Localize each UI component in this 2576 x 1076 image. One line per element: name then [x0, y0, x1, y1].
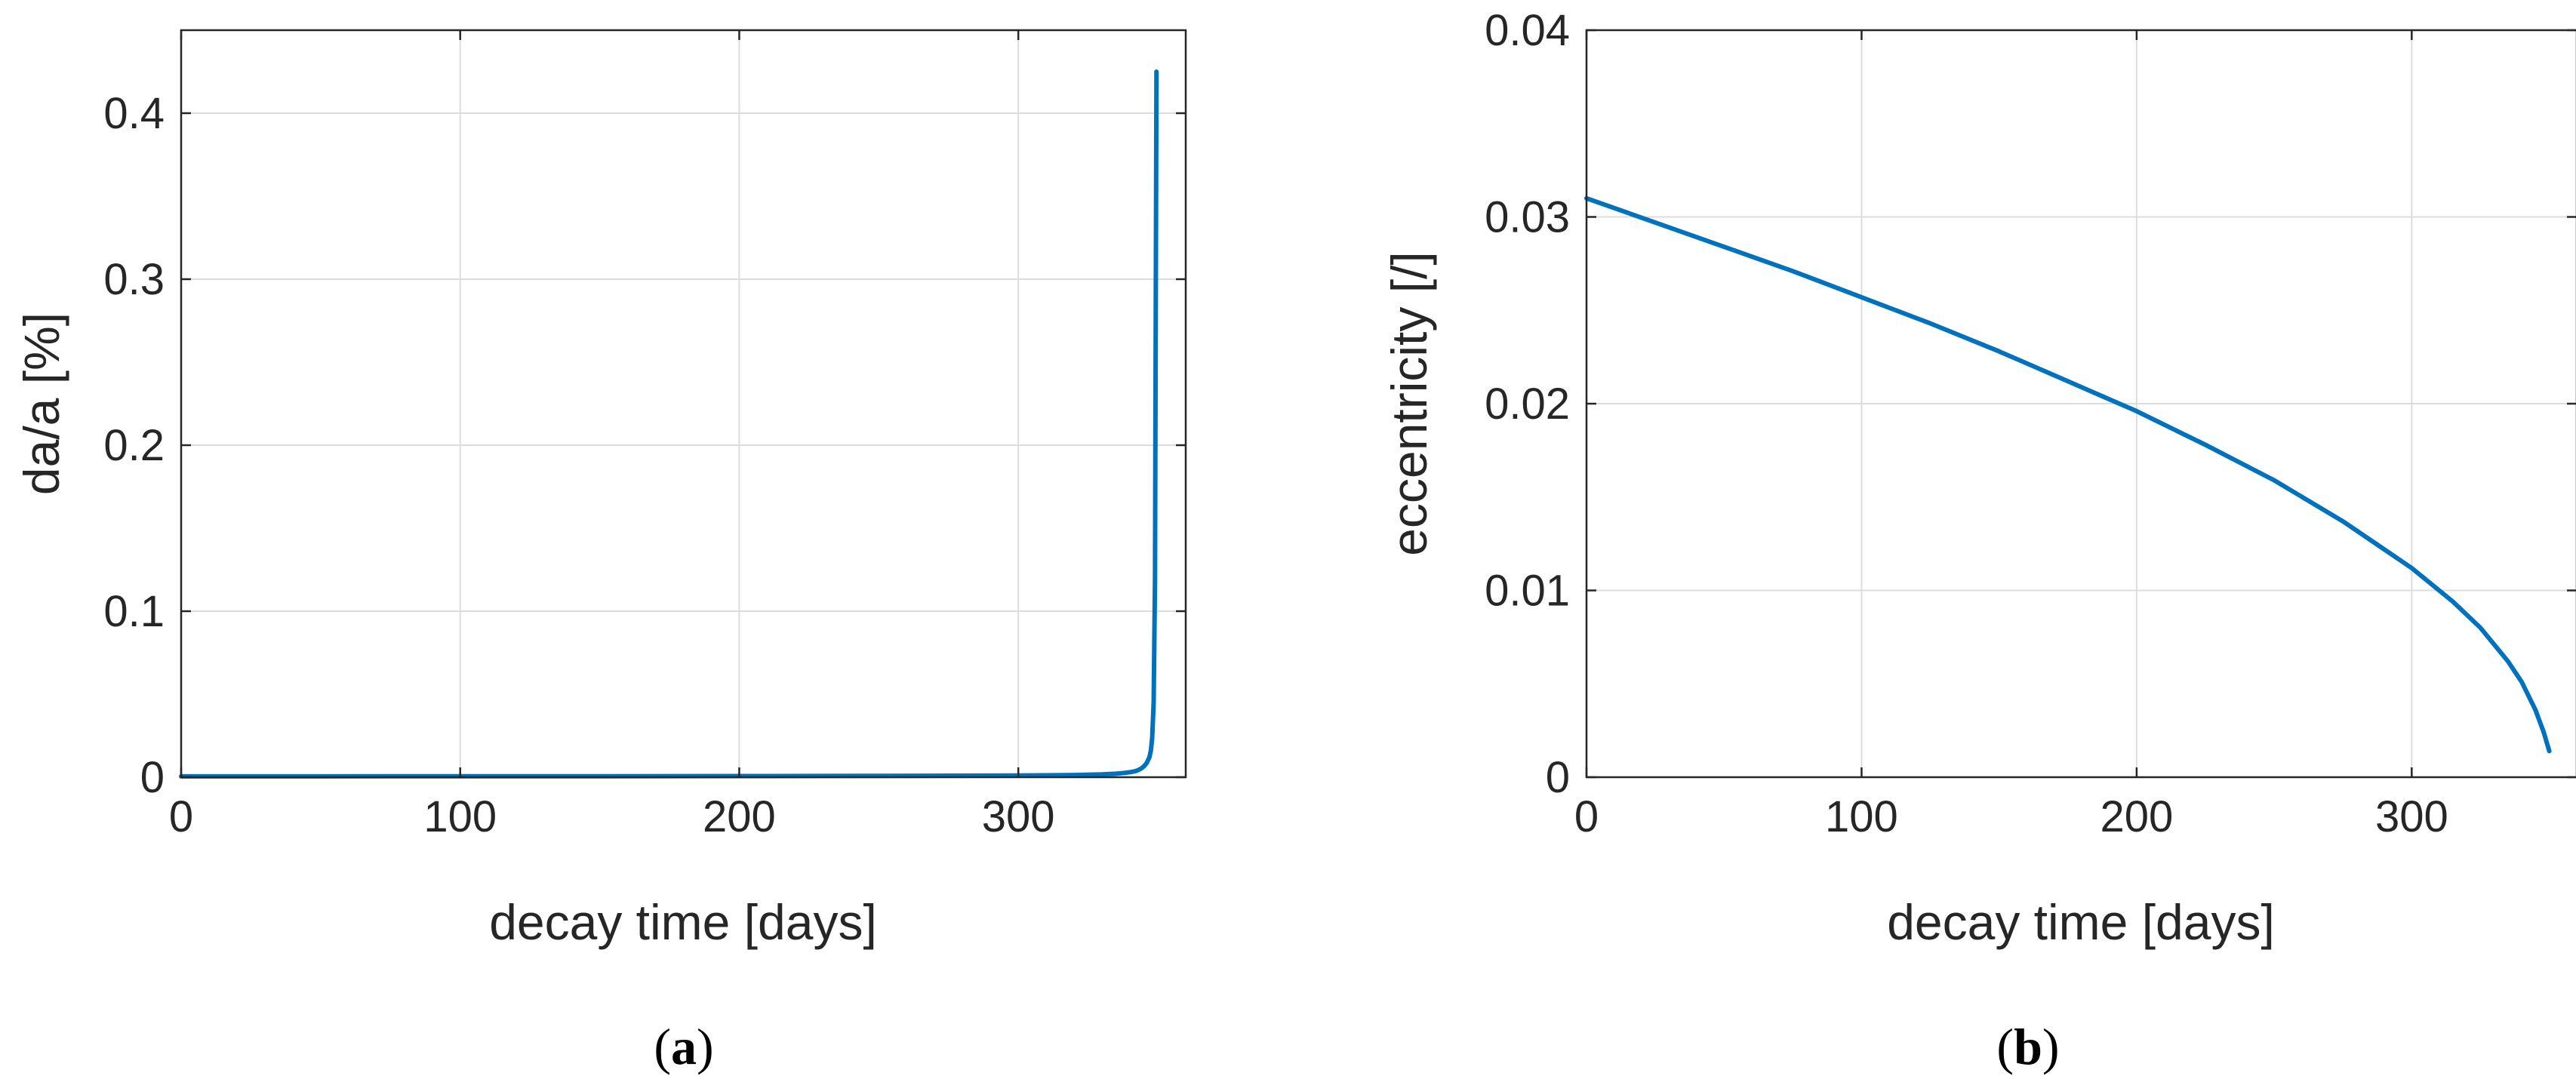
series-line-b — [1584, 195, 2552, 754]
y-tick-label-b: 0.02 — [1485, 380, 1570, 429]
y-tick-label-a: 0.1 — [103, 587, 165, 636]
series-a — [179, 69, 1159, 779]
y-tick-label-a: 0.3 — [103, 255, 165, 304]
y-tick-label-a: 0 — [140, 753, 165, 802]
series-line-a — [179, 69, 1159, 779]
grid-a — [180, 30, 1186, 778]
x-tick-label-b: 300 — [2375, 792, 2448, 841]
y-axis-label-a: da/a [%] — [14, 312, 69, 495]
y-tick-label-a: 0.2 — [103, 421, 165, 470]
panel-label-a: (a) — [654, 1018, 713, 1075]
x-axis-label-a: decay time [days] — [489, 894, 877, 950]
series-b — [1584, 195, 2552, 754]
grid-b — [1586, 29, 2576, 778]
ticks-b: 0 100 200 300 0 0.01 0.02 0.03 0.04 — [1485, 6, 2576, 841]
x-tick-label-a: 200 — [703, 792, 776, 841]
y-tick-label-b: 0 — [1546, 753, 1570, 802]
chart-panel-a: 0 100 200 300 0 0.1 0.2 0.3 0.4 decay time [days… — [14, 29, 1187, 1075]
y-tick-label-b: 0.03 — [1485, 193, 1570, 242]
x-tick-label-a: 300 — [982, 792, 1055, 841]
ticks-a: 0 100 200 300 0 0.1 0.2 0.3 0.4 — [103, 30, 1186, 841]
x-axis-label-b: decay time [days] — [1887, 894, 2275, 950]
y-axis-label-b: eccentricity [/] — [1381, 251, 1437, 555]
y-tick-label-b: 0.04 — [1485, 6, 1570, 55]
x-tick-label-b: 0 — [1574, 792, 1599, 841]
y-tick-label-b: 0.01 — [1485, 567, 1570, 616]
x-tick-label-b: 200 — [2100, 792, 2173, 841]
panel-label-b: (b) — [1996, 1018, 2059, 1075]
plot-frame-a — [180, 29, 1187, 779]
chart-panel-b: 0 100 200 300 0 0.01 0.02 0.03 0.04 decay time [… — [1381, 6, 2576, 1075]
panel-letter-b: b — [2014, 1018, 2042, 1075]
x-tick-label-a: 100 — [423, 792, 497, 841]
panel-letter-a: a — [671, 1018, 697, 1075]
x-tick-label-b: 100 — [1825, 792, 1898, 841]
x-tick-label-a: 0 — [169, 792, 193, 841]
y-tick-label-a: 0.4 — [103, 89, 165, 138]
